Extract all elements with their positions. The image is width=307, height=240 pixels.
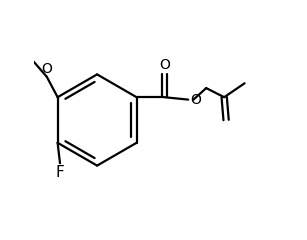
Text: O: O	[41, 62, 52, 76]
Text: O: O	[190, 93, 201, 107]
Text: O: O	[159, 59, 170, 72]
Text: F: F	[56, 165, 64, 180]
